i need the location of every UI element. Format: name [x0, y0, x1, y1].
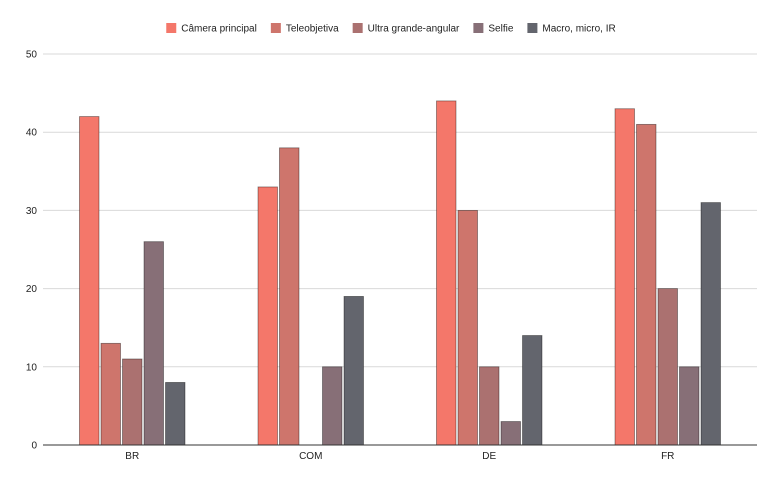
bar-com-series-1	[279, 147, 300, 446]
x-axis-ticks: BR COM DE FR	[125, 451, 674, 462]
legend-label: Macro, micro, IR	[542, 24, 615, 35]
legend-swatch	[270, 23, 281, 33]
legend-label: Ultra grande-angular	[368, 24, 460, 35]
bar-br-series-4	[165, 382, 186, 446]
y-tick-label: 40	[26, 128, 38, 139]
bar-br-series-2	[122, 358, 143, 446]
bar-com-series-3	[322, 366, 343, 446]
bar-fr-series-3	[679, 366, 700, 446]
legend-label: Selfie	[488, 24, 513, 35]
x-tick-label: COM	[299, 451, 322, 462]
legend: Câmera principal Teleobjetiva Ultra grande…	[166, 23, 616, 35]
y-tick-label: 50	[26, 50, 38, 61]
bar-de-series-0	[436, 100, 457, 446]
bar-fr-series-1	[636, 123, 657, 446]
bar-fr-series-4	[700, 202, 721, 446]
x-tick-label: FR	[661, 451, 674, 462]
bar-br-series-1	[100, 342, 121, 446]
bar-de-series-1	[457, 209, 478, 446]
legend-label: Teleobjetiva	[286, 24, 339, 35]
bar-de-series-3	[500, 421, 521, 446]
bar-fr-series-2	[657, 288, 678, 446]
bar-com-series-4	[343, 296, 364, 446]
bar-com-series-0	[257, 186, 278, 446]
y-tick-label: 0	[31, 441, 37, 452]
x-tick-label: BR	[125, 451, 139, 462]
legend-swatch	[473, 23, 484, 33]
legend-swatch	[527, 23, 538, 33]
bar-br-series-0	[79, 116, 100, 446]
bar-fr-series-0	[614, 108, 635, 446]
bar-de-series-2	[479, 366, 500, 446]
legend-swatch	[352, 23, 363, 33]
bars	[79, 100, 721, 446]
y-tick-label: 30	[26, 206, 38, 217]
y-tick-label: 10	[26, 362, 38, 373]
legend-swatch	[166, 23, 177, 33]
bar-de-series-4	[522, 335, 543, 446]
legend-label: Câmera principal	[181, 24, 257, 35]
bar-br-series-3	[143, 241, 164, 446]
y-tick-label: 20	[26, 284, 38, 295]
x-tick-label: DE	[482, 451, 496, 462]
y-axis-ticks: 0 10 20 30 40 50	[26, 50, 38, 452]
